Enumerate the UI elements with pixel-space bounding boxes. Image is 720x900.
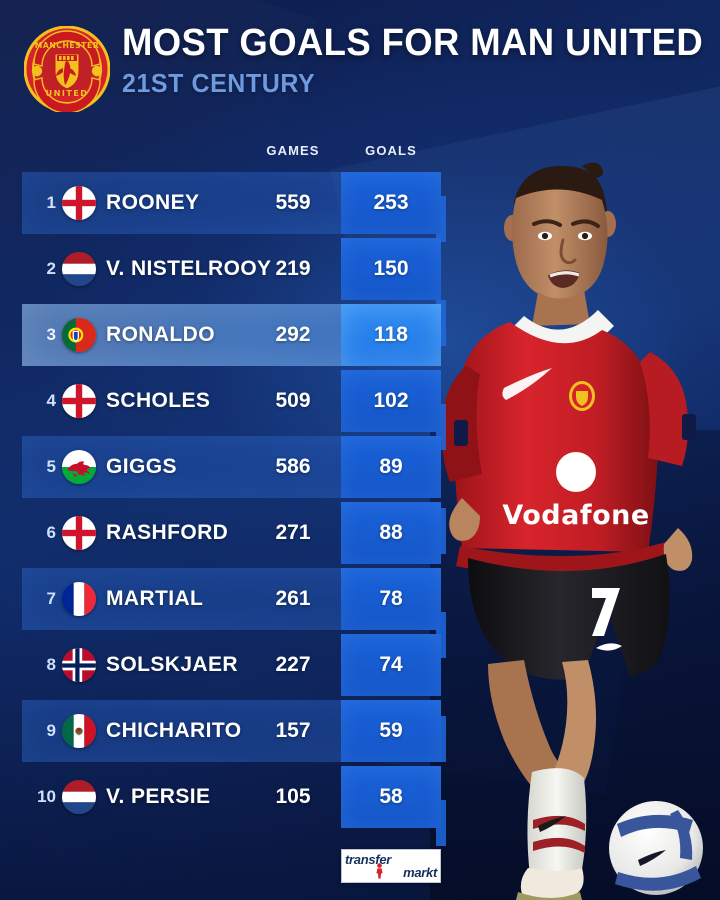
row-player-name: ROONEY xyxy=(106,191,200,214)
svg-text:Vodafone: Vodafone xyxy=(502,500,649,531)
flag-france-icon xyxy=(62,582,96,616)
logo-figure-icon xyxy=(376,863,383,879)
row-rank: 2 xyxy=(46,259,56,278)
flag-england-icon xyxy=(62,516,96,550)
table-row[interactable]: 7 MARTIAL 261 78 xyxy=(0,568,720,634)
ranking-table: 1 ROONEY 559 253 2 V. NISTELROOY 219 150 3 RONALD… xyxy=(0,172,720,832)
accent-tick xyxy=(436,404,446,450)
table-row[interactable]: 4 SCHOLES 509 102 xyxy=(0,370,720,436)
svg-text:UNITED: UNITED xyxy=(46,88,89,98)
row-rank: 9 xyxy=(46,721,56,740)
flag-norway-icon xyxy=(62,648,96,682)
flag-england-icon xyxy=(62,384,96,418)
row-goals-value: 150 xyxy=(341,238,441,300)
page-title: MOST GOALS FOR MAN UNITED xyxy=(122,22,704,64)
ronaldo-photo: Vodafone xyxy=(432,120,720,900)
flag-mexico-icon xyxy=(62,714,96,748)
row-player-name: RASHFORD xyxy=(106,521,229,544)
svg-text:MANCHESTER: MANCHESTER xyxy=(35,41,100,50)
flag-netherlands-icon xyxy=(62,252,96,286)
table-row[interactable]: 2 V. NISTELROOY 219 150 xyxy=(0,238,720,304)
accent-tick xyxy=(436,508,446,554)
row-goals-value: 88 xyxy=(341,502,441,564)
row-goals-value: 89 xyxy=(341,436,441,498)
row-player-name: V. NISTELROOY xyxy=(106,257,272,280)
row-player-name: MARTIAL xyxy=(106,587,204,610)
row-games-value: 559 xyxy=(275,191,311,214)
row-goals-value: 74 xyxy=(341,634,441,696)
row-player-name: V. PERSIE xyxy=(106,785,211,808)
row-games-value: 509 xyxy=(275,389,311,412)
table-row[interactable]: 1 ROONEY 559 253 xyxy=(0,172,720,238)
row-player-name: RONALDO xyxy=(106,323,215,346)
row-rank: 4 xyxy=(46,391,56,410)
logo-line-2-row: markt xyxy=(345,863,437,880)
column-header-games: GAMES xyxy=(266,143,320,158)
flag-portugal-icon xyxy=(62,318,96,352)
table-row[interactable]: 3 RONALDO 292 118 xyxy=(0,304,720,370)
title-block: MOST GOALS FOR MAN UNITED 21ST CENTURY xyxy=(122,24,706,96)
table-row[interactable]: 8 SOLSKJAER 227 74 xyxy=(0,634,720,700)
row-rank: 1 xyxy=(46,193,56,212)
logo-text-markt: markt xyxy=(403,865,437,880)
column-header-goals: GOALS xyxy=(365,143,417,158)
transfermarkt-logo: transfer markt xyxy=(341,849,441,883)
row-games-value: 227 xyxy=(275,653,311,676)
row-games-value: 219 xyxy=(275,257,311,280)
row-games-value: 157 xyxy=(275,719,311,742)
row-games-value: 105 xyxy=(275,785,311,808)
manchester-united-crest-icon: MANCHESTER UNITED xyxy=(23,25,111,114)
row-rank: 5 xyxy=(46,457,56,476)
row-goals-value: 118 xyxy=(341,304,441,366)
accent-tick xyxy=(436,716,446,762)
row-goals-value: 59 xyxy=(341,700,441,762)
logo-line-1-row: transfer xyxy=(345,853,437,866)
table-row[interactable]: 5 GIGGS 586 89 xyxy=(0,436,720,502)
flag-england-icon xyxy=(62,186,96,220)
row-goals-value: 102 xyxy=(341,370,441,432)
logo-text-transfer: transfer xyxy=(345,852,392,867)
page-subtitle: 21ST CENTURY xyxy=(122,68,316,98)
row-games-value: 271 xyxy=(275,521,311,544)
accent-tick xyxy=(436,800,446,846)
row-rank: 6 xyxy=(46,523,56,542)
row-goals-value: 58 xyxy=(341,766,441,828)
row-rank: 7 xyxy=(46,589,56,608)
accent-tick xyxy=(436,196,446,242)
flag-wales-icon xyxy=(62,450,96,484)
accent-tick xyxy=(436,300,446,346)
row-rank: 8 xyxy=(46,655,56,674)
row-rank: 10 xyxy=(37,787,56,806)
row-games-value: 292 xyxy=(275,323,311,346)
row-games-value: 261 xyxy=(275,587,311,610)
table-row[interactable]: 9 CHICHARITO 157 59 xyxy=(0,700,720,766)
row-games-value: 586 xyxy=(275,455,311,478)
row-rank: 3 xyxy=(46,325,56,344)
row-player-name: SOLSKJAER xyxy=(106,653,238,676)
row-player-name: SCHOLES xyxy=(106,389,211,412)
accent-tick xyxy=(436,612,446,658)
table-row[interactable]: 6 RASHFORD 271 88 xyxy=(0,502,720,568)
header: MANCHESTER UNITED MOST GOALS FOR MAN UNI… xyxy=(18,22,706,118)
table-row[interactable]: 10 V. PERSIE 105 58 xyxy=(0,766,720,832)
row-goals-value: 78 xyxy=(341,568,441,630)
column-headers: GAMES GOALS xyxy=(0,143,720,165)
flag-netherlands-icon xyxy=(62,780,96,814)
row-player-name: GIGGS xyxy=(106,455,177,478)
row-player-name: CHICHARITO xyxy=(106,719,242,742)
row-goals-value: 253 xyxy=(341,172,441,234)
